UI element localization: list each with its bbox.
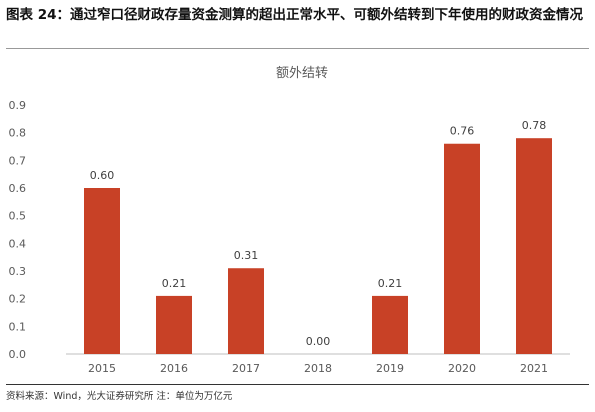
value-label-2018: 0.00: [306, 335, 331, 348]
y-tick-label: 0.0: [9, 348, 27, 361]
y-tick-label: 0.1: [9, 320, 27, 333]
chart-area: 额外结转 0.0 0.1 0.2 0.3 0.4 0.5 0.6 0.7 0.8 0.9 0.60…: [0, 50, 595, 388]
y-tick-label: 0.3: [9, 265, 27, 278]
bar-2016: [156, 295, 192, 354]
title-divider: [6, 48, 589, 49]
x-tick-label-2020: 2020: [448, 362, 476, 375]
y-tick-label: 0.9: [9, 99, 27, 112]
x-tick-label-2016: 2016: [160, 362, 188, 375]
bar-2019: [372, 295, 408, 354]
source-divider: [6, 384, 589, 385]
y-tick-label: 0.6: [9, 182, 27, 195]
figure-title: 图表 24：通过窄口径财政存量资金测算的超出正常水平、可额外结转到下年使用的财政…: [6, 7, 583, 23]
y-tick-label: 0.5: [9, 210, 27, 223]
chart-title: 额外结转: [276, 66, 328, 81]
y-tick-label: 0.7: [9, 154, 27, 167]
source-note: 资料来源：Wind，光大证券研究所 注：单位为万亿元: [6, 391, 233, 402]
value-label-2020: 0.76: [450, 125, 475, 138]
x-tick-label-2018: 2018: [304, 362, 332, 375]
y-tick-label: 0.2: [9, 293, 27, 306]
value-label-2016: 0.21: [162, 277, 187, 290]
bar-chart: 额外结转 0.0 0.1 0.2 0.3 0.4 0.5 0.6 0.7 0.8 0.9 0.60…: [9, 66, 570, 375]
value-label-2017: 0.31: [234, 249, 259, 262]
bar-2020: [444, 143, 480, 354]
x-tick-label-2017: 2017: [232, 362, 260, 375]
bar-2021: [516, 138, 552, 354]
bar-2015: [84, 188, 120, 354]
value-label-2019: 0.21: [378, 277, 403, 290]
x-tick-label-2021: 2021: [520, 362, 548, 375]
value-label-2015: 0.60: [90, 169, 115, 182]
x-tick-label-2015: 2015: [88, 362, 116, 375]
y-tick-label: 0.4: [9, 237, 27, 250]
y-tick-label: 0.8: [9, 127, 27, 140]
bar-2017: [228, 268, 264, 354]
x-tick-label-2019: 2019: [376, 362, 404, 375]
value-label-2021: 0.78: [522, 119, 547, 132]
